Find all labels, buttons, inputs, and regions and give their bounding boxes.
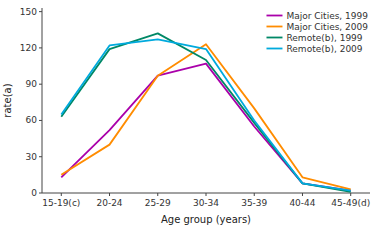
plot-area bbox=[61, 33, 350, 191]
legend-label: Remote(b), 2009 bbox=[286, 44, 362, 54]
series-line bbox=[61, 64, 350, 191]
legend: Major Cities, 1999Major Cities, 2009Remo… bbox=[266, 11, 368, 54]
y-tick-label: 120 bbox=[20, 43, 37, 53]
legend-label: Major Cities, 1999 bbox=[286, 11, 368, 21]
legend-swatch bbox=[266, 26, 282, 28]
x-tick-label: 35-39 bbox=[241, 198, 267, 208]
y-tick-label: 30 bbox=[26, 152, 38, 162]
legend-swatch bbox=[266, 15, 282, 17]
x-tick bbox=[302, 193, 303, 196]
x-tick-label: 20-24 bbox=[96, 198, 122, 208]
y-axis bbox=[42, 8, 43, 193]
y-axis-label: rate(a) bbox=[2, 83, 13, 117]
x-tick-label: 25-29 bbox=[145, 198, 171, 208]
y-tick bbox=[39, 120, 42, 121]
chart: 0 30 60 90 120 150 15-19(c) 20-24 25-29 30-34 35-3… bbox=[0, 0, 378, 227]
x-tick bbox=[350, 193, 351, 196]
y-tick-label: 150 bbox=[20, 7, 37, 17]
x-tick-label: 30-34 bbox=[193, 198, 219, 208]
legend-label: Remote(b), 1999 bbox=[286, 33, 362, 43]
x-tick bbox=[157, 193, 158, 196]
x-tick bbox=[254, 193, 255, 196]
y-tick bbox=[39, 11, 42, 12]
y-tick bbox=[39, 156, 42, 157]
y-tick-label: 90 bbox=[26, 79, 38, 89]
legend-swatch bbox=[266, 37, 282, 39]
series-line bbox=[61, 39, 350, 190]
y-tick bbox=[39, 47, 42, 48]
series-line bbox=[61, 33, 350, 191]
x-axis-label: Age group (years) bbox=[161, 214, 251, 225]
x-tick-label: 45-49(d) bbox=[331, 198, 370, 208]
legend-swatch bbox=[266, 48, 282, 50]
x-tick bbox=[206, 193, 207, 196]
y-tick-label: 0 bbox=[31, 188, 37, 198]
x-tick bbox=[109, 193, 110, 196]
y-tick-label: 60 bbox=[26, 115, 38, 125]
legend-label: Major Cities, 2009 bbox=[286, 22, 368, 32]
x-tick-label: 15-19(c) bbox=[42, 198, 80, 208]
x-tick-label: 40-44 bbox=[289, 198, 315, 208]
x-tick bbox=[61, 193, 62, 196]
series-line bbox=[61, 44, 350, 189]
y-tick bbox=[39, 193, 42, 194]
y-tick bbox=[39, 84, 42, 85]
